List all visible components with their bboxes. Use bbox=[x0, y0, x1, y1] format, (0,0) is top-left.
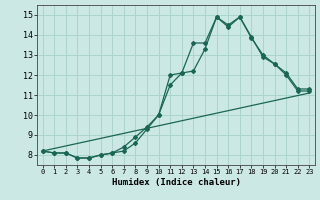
X-axis label: Humidex (Indice chaleur): Humidex (Indice chaleur) bbox=[111, 178, 241, 187]
